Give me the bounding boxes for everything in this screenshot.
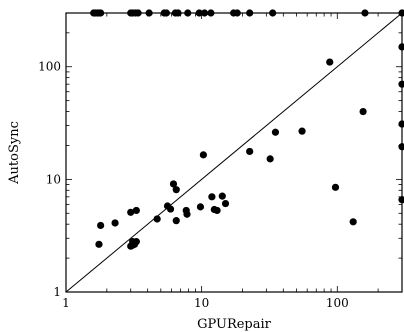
data-point	[298, 127, 306, 135]
data-point	[208, 193, 216, 201]
data-point	[213, 206, 221, 215]
x-tick-label: 1	[62, 296, 70, 310]
data-point	[359, 107, 367, 116]
data-point	[218, 192, 226, 200]
data-point	[326, 58, 334, 66]
x-axis-label: GPURepair	[197, 317, 272, 332]
data-point	[166, 205, 175, 213]
diagonal-reference-line	[65, 12, 403, 293]
data-point	[127, 208, 135, 216]
data-point	[398, 196, 404, 204]
data-point	[398, 80, 404, 88]
data-point	[172, 217, 180, 225]
x-tick-label: 10	[194, 296, 209, 310]
y-tick-label: 1	[53, 285, 61, 299]
data-points	[90, 9, 404, 250]
data-point	[97, 221, 105, 230]
data-point	[111, 219, 119, 227]
data-point	[349, 218, 357, 226]
data-point	[183, 210, 191, 218]
ticks: 1 10 100 1 10 100	[38, 12, 403, 310]
x-tick-label: 100	[326, 296, 349, 310]
y-tick-label: 100	[38, 60, 61, 74]
data-point	[169, 180, 178, 188]
data-point	[271, 128, 280, 136]
data-point	[196, 203, 205, 211]
data-point	[132, 206, 140, 215]
data-point	[331, 183, 340, 191]
data-point	[398, 143, 404, 151]
data-point	[95, 240, 103, 248]
data-point	[221, 199, 230, 208]
data-point	[153, 215, 161, 223]
data-point	[266, 155, 274, 163]
data-point	[398, 120, 404, 128]
data-point	[172, 186, 180, 194]
data-point	[398, 43, 404, 51]
y-tick-label: 10	[46, 172, 61, 186]
data-point	[129, 238, 137, 246]
data-point	[246, 147, 254, 156]
y-axis-label: AutoSync	[7, 121, 22, 185]
data-point	[199, 151, 207, 159]
plot-frame	[65, 12, 403, 293]
